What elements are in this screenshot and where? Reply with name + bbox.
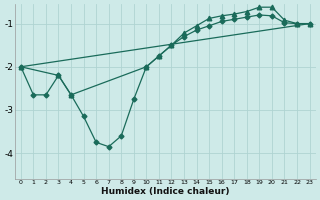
X-axis label: Humidex (Indice chaleur): Humidex (Indice chaleur): [101, 187, 229, 196]
